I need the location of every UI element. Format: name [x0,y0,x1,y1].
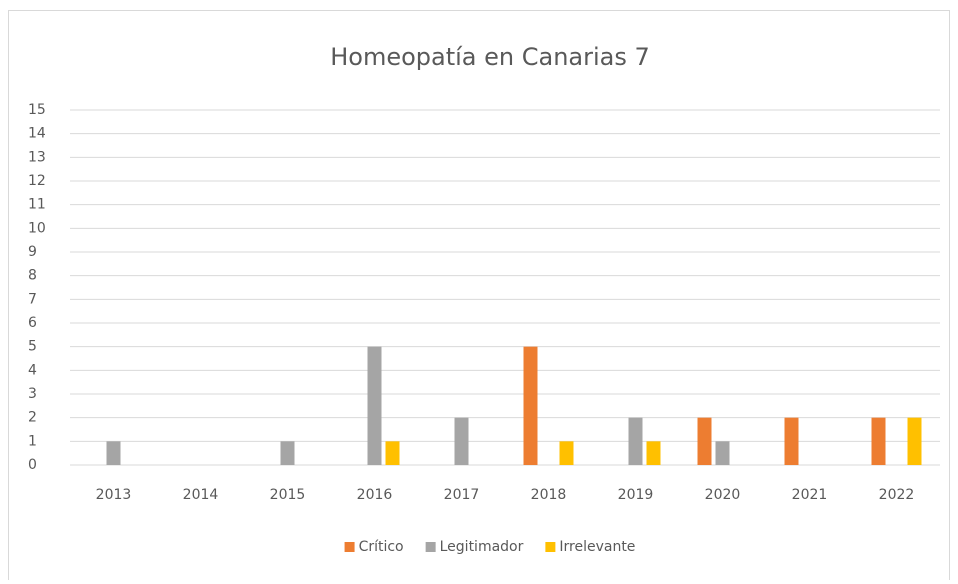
legend-label: Legitimador [440,539,524,555]
y-tick-label: 14 [28,126,46,142]
y-tick-label: 8 [28,268,37,284]
bar [628,417,643,465]
y-tick-label: 11 [28,197,46,213]
chart-frame [8,10,950,584]
bar [559,441,574,465]
x-tick-label: 2014 [183,487,219,503]
bar [697,417,712,465]
y-tick-label: 10 [28,220,46,236]
y-tick-label: 15 [28,102,46,118]
x-tick-label: 2015 [270,487,306,503]
y-tick-label: 2 [28,410,37,426]
y-tick-label: 6 [28,315,37,331]
y-tick-label: 12 [28,173,46,189]
legend-label: Irrelevante [559,539,635,555]
x-tick-label: 2016 [357,487,393,503]
bar [715,441,730,465]
legend-swatch [344,542,355,552]
x-tick-label: 2017 [444,487,480,503]
bar [907,417,922,465]
y-tick-label: 1 [28,433,37,449]
chart-title: Homeopatía en Canarias 7 [330,43,650,71]
bar [454,417,469,465]
bar [784,417,799,465]
y-tick-label: 3 [28,386,37,402]
y-tick-label: 0 [28,457,37,473]
x-tick-label: 2022 [879,487,915,503]
x-tick-label: 2021 [792,487,828,503]
legend-swatch [425,542,436,552]
x-tick-label: 2019 [618,487,654,503]
bar [106,441,121,465]
bar [871,417,886,465]
bar [280,441,295,465]
bar [385,441,400,465]
bar [367,346,382,465]
x-tick-label: 2018 [531,487,567,503]
legend-label: Crítico [359,539,404,555]
x-tick-label: 2013 [96,487,132,503]
y-tick-label: 5 [28,339,37,355]
legend-swatch [545,542,556,552]
y-tick-label: 7 [28,291,37,307]
x-tick-label: 2020 [705,487,741,503]
y-tick-label: 9 [28,244,37,260]
y-tick-label: 13 [28,149,46,165]
y-tick-label: 4 [28,362,37,378]
bar [523,346,538,465]
bar [646,441,661,465]
